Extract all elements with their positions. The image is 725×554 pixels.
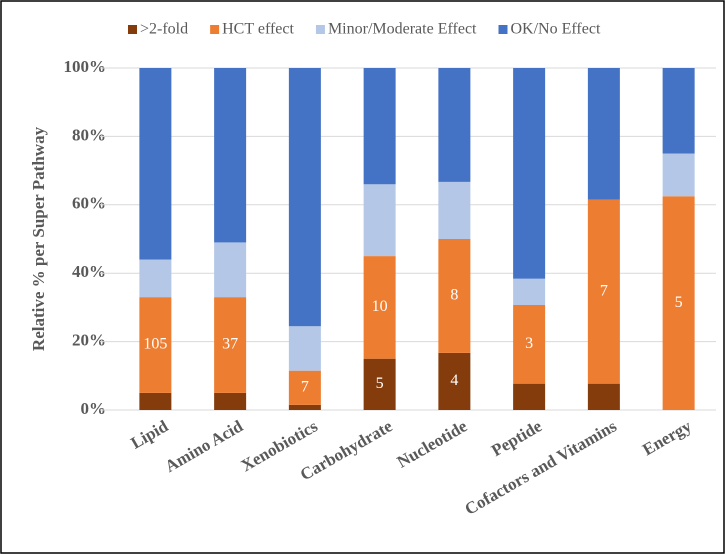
bar-segment <box>214 297 247 393</box>
data-label: 8 <box>450 287 458 304</box>
bar-segment <box>438 239 471 353</box>
bar-segment <box>214 392 247 410</box>
y-tick-label: 60% <box>72 194 106 213</box>
bar-segment <box>513 305 546 384</box>
data-label: 105 <box>143 336 167 353</box>
bar-segment <box>513 383 546 410</box>
bar-segment <box>139 297 172 393</box>
bar-segment <box>363 256 396 359</box>
bar-segment <box>214 242 247 298</box>
bar-segment <box>662 196 695 410</box>
bar-segment <box>139 392 172 410</box>
data-label: 3 <box>525 335 533 352</box>
legend-swatch <box>498 25 508 34</box>
data-label: 10 <box>372 298 388 315</box>
bar-segment <box>139 68 172 260</box>
legend-label: OK/No Effect <box>511 21 601 38</box>
data-label: 37 <box>222 336 238 353</box>
data-label: 4 <box>450 372 458 389</box>
data-label: 7 <box>600 282 608 299</box>
data-label: 7 <box>301 378 309 395</box>
bar-segment <box>662 68 695 154</box>
bar-segment <box>363 184 396 257</box>
legend-swatch <box>315 25 325 34</box>
bar-segment <box>587 68 620 200</box>
legend-label: HCT effect <box>222 21 294 38</box>
bar-segment <box>438 181 471 239</box>
bar-segment <box>363 68 396 185</box>
bar-segment <box>438 68 471 182</box>
data-label: 5 <box>675 294 683 311</box>
legend-label: Minor/Moderate Effect <box>328 21 477 38</box>
bar-segment <box>288 370 321 405</box>
bar-segment <box>662 153 695 197</box>
bar-segment <box>513 68 546 279</box>
legend-swatch <box>210 25 220 34</box>
data-label: 5 <box>376 375 384 392</box>
bar-segment <box>214 68 247 243</box>
bar-segment <box>438 352 471 410</box>
y-tick-label: 100% <box>64 57 107 76</box>
y-tick-label: 40% <box>72 262 106 281</box>
y-tick-label: 80% <box>72 125 106 144</box>
y-axis-title: Relative % per Super Pathway <box>29 126 48 351</box>
bar-segment <box>513 278 546 306</box>
bar-segment <box>288 68 321 327</box>
bar-segment <box>139 259 172 298</box>
y-tick-label: 20% <box>72 331 106 350</box>
bar-segment <box>587 199 620 384</box>
bar-segment <box>363 358 396 410</box>
bar-segment <box>587 383 620 410</box>
legend-label: >2-fold <box>140 21 188 38</box>
bar-segment <box>288 326 321 371</box>
y-tick-label: 0% <box>81 399 107 418</box>
legend-swatch <box>128 25 137 34</box>
bar-segment <box>288 404 321 410</box>
